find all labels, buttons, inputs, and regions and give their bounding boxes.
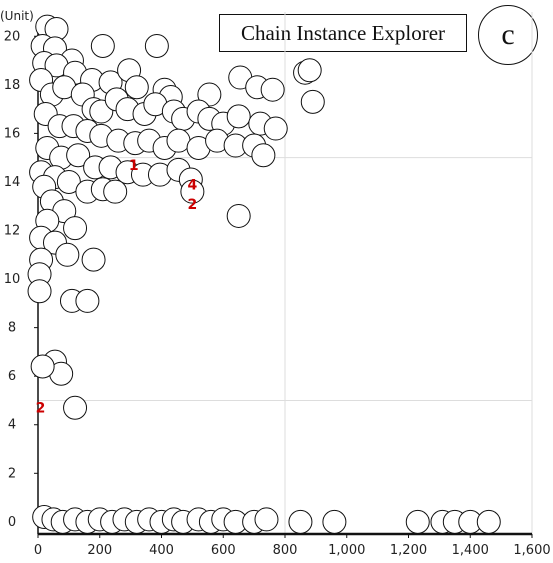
data-point xyxy=(263,116,288,141)
y-tick-label: 10 xyxy=(4,272,21,287)
data-point xyxy=(322,509,347,534)
x-tick-label: 800 xyxy=(273,543,298,558)
x-tick-label: 400 xyxy=(149,543,174,558)
data-point xyxy=(300,89,325,114)
data-point xyxy=(226,104,251,129)
y-unit-label: (Unit) xyxy=(0,9,34,23)
y-tick-label: 12 xyxy=(4,224,21,239)
y-tick-label: 14 xyxy=(4,175,21,190)
x-tick-label: 200 xyxy=(87,543,112,558)
y-tick-label: 0 xyxy=(8,515,16,530)
data-point xyxy=(254,507,279,532)
x-tick-label: 1,000 xyxy=(328,543,365,558)
data-point xyxy=(297,58,322,83)
data-point xyxy=(55,242,80,267)
chart-title: Chain Instance Explorer xyxy=(219,14,467,52)
y-tick-label: 4 xyxy=(8,418,16,433)
data-point xyxy=(103,179,128,204)
cluster-count-label: 2 xyxy=(36,401,46,417)
x-tick-label: 1,400 xyxy=(452,543,489,558)
data-point xyxy=(251,143,276,168)
data-point xyxy=(405,509,430,534)
y-tick-label: 16 xyxy=(4,126,21,141)
panel-badge: c xyxy=(478,5,538,65)
data-point xyxy=(63,216,88,241)
data-point xyxy=(197,82,222,107)
y-tick-label: 6 xyxy=(8,369,16,384)
data-point xyxy=(81,247,106,272)
data-point xyxy=(166,128,191,153)
x-tick-label: 0 xyxy=(34,543,42,558)
data-point xyxy=(63,395,88,420)
data-point xyxy=(288,509,313,534)
data-point xyxy=(30,354,55,379)
x-tick-label: 600 xyxy=(211,543,236,558)
data-point xyxy=(180,179,205,204)
data-point xyxy=(66,143,91,168)
cluster-count-label: 2 xyxy=(188,197,198,213)
data-point xyxy=(260,77,285,102)
data-point xyxy=(90,33,115,58)
y-tick-label: 2 xyxy=(8,466,16,481)
y-tick-label: 18 xyxy=(4,78,21,93)
data-point xyxy=(75,288,100,313)
cluster-count-label: 1 xyxy=(129,158,139,174)
data-point xyxy=(226,203,251,228)
x-tick-label: 1,200 xyxy=(390,543,427,558)
data-point xyxy=(124,75,149,100)
y-tick-label: 8 xyxy=(8,321,16,336)
cluster-count-label: 4 xyxy=(188,177,198,193)
x-tick-label: 1,600 xyxy=(513,543,550,558)
data-point xyxy=(27,279,52,304)
data-point xyxy=(476,509,501,534)
data-point xyxy=(144,33,169,58)
y-tick-label: 20 xyxy=(4,29,21,44)
